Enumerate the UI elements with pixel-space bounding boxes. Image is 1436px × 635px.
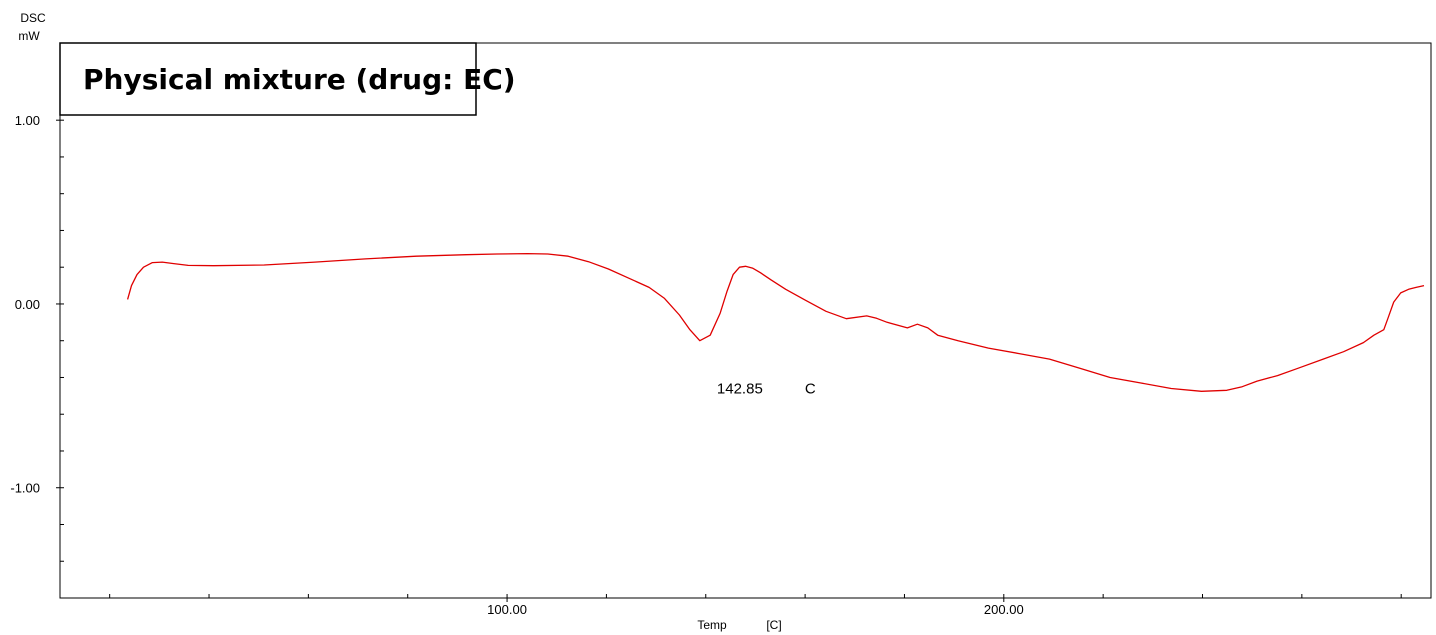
chart-title: Physical mixture (drug: EC)	[83, 63, 516, 96]
series-group	[126, 252, 1425, 392]
y-tick-label: 0.00	[15, 297, 40, 312]
y-tick-label: -1.00	[10, 481, 40, 496]
x-axis-label: Temp	[697, 618, 727, 632]
dsc-curve-series-0	[126, 252, 1425, 392]
y-tick-label: 1.00	[15, 113, 40, 128]
x-axis-ticks: 100.00 200.00	[109, 594, 1402, 617]
y-axis-unit: mW	[18, 29, 40, 43]
peak-annotation: 142.85 C	[717, 381, 816, 398]
title-box: Physical mixture (drug: EC)	[59, 42, 516, 116]
plot-frame	[59, 42, 1432, 599]
y-axis-label: DSC	[20, 11, 46, 25]
peak-temperature-unit: C	[805, 381, 816, 398]
y-axis-ticks: 1.00 0.00 -1.00	[10, 46, 64, 599]
title-box-border	[59, 42, 477, 116]
x-axis-unit: [C]	[766, 618, 781, 632]
peak-temperature-label: 142.85	[717, 381, 763, 398]
x-tick-label: 100.00	[487, 602, 527, 617]
x-tick-label: 200.00	[984, 602, 1024, 617]
